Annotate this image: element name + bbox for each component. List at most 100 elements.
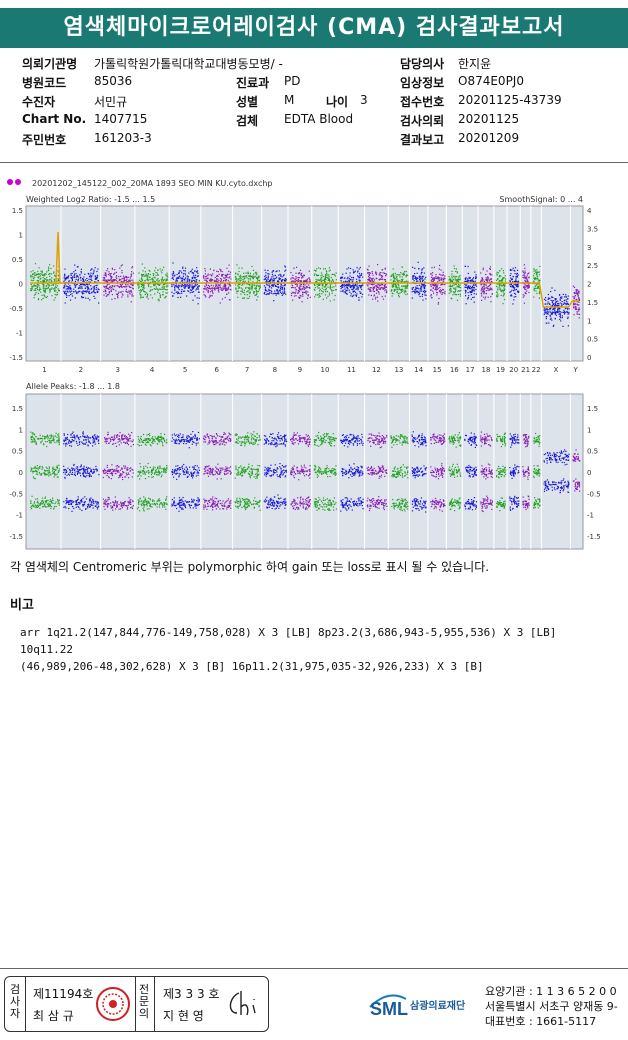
- phone-number: 대표번호 : 1661-5117: [485, 1015, 597, 1028]
- chromosome-label: 1: [42, 366, 46, 374]
- y-tick-label: -0.5: [9, 305, 23, 313]
- chromosome-label: 6: [214, 366, 219, 374]
- examiner-license: 제11194호: [33, 987, 94, 1001]
- female-symbol-icon: [7, 179, 13, 185]
- hospital-value: 가톨릭학원가톨릭대학교대병동모병/ -: [94, 57, 283, 71]
- bottom-panel-label: Allele Peaks: -1.8 ... 1.8: [26, 382, 120, 391]
- result-line-1: arr 1q21.2(147,844,776-149,758,028) X 3 …: [20, 626, 557, 656]
- company-abbr: SML: [370, 999, 408, 1019]
- y-tick-label: 1.5: [12, 405, 23, 413]
- trend-line: [30, 282, 579, 308]
- result-line-2: (46,989,206-48,302,628) X 3 [B] 16p11.2(…: [20, 660, 484, 673]
- chromosome-label: 9: [298, 366, 302, 374]
- address-line: 서울특별시 서초구 양재동 9-: [485, 1000, 618, 1013]
- id-label: 주민번호: [22, 133, 67, 147]
- patient-value: 서민규: [94, 95, 128, 109]
- y2-tick-label: 1: [587, 317, 591, 325]
- y-tick-label: 1: [19, 426, 23, 434]
- code-value: 85036: [94, 74, 133, 88]
- y2-tick-label: 0: [587, 354, 591, 362]
- sex-label: 성별: [236, 95, 259, 109]
- clinical-label: 임상정보: [400, 76, 445, 90]
- y-tick-label: -0.5: [9, 490, 23, 498]
- specialist-license: 제3 3 3 호: [163, 987, 220, 1001]
- chromosome-label: 16: [450, 366, 459, 374]
- chromosome-label: 13: [394, 366, 403, 374]
- dept-label: 진료과: [236, 76, 270, 90]
- y-tick-label: 0: [19, 469, 23, 477]
- examiner-name: 최 삼 규: [33, 1009, 74, 1023]
- y-tick-label: -1.5: [9, 354, 23, 362]
- seal-icon: [96, 987, 130, 1021]
- chromosome-label: 10: [321, 366, 330, 374]
- company-address: 요양기관 : 1 1 3 6 5 2 0 0 서울특별시 서초구 양재동 9- …: [485, 984, 618, 1029]
- y-tick-label: 0.5: [12, 256, 23, 264]
- y2-tick-label: -1.5: [587, 533, 601, 541]
- y-tick-label: 1: [19, 232, 23, 240]
- chromosome-label: 18: [482, 366, 491, 374]
- code-label: 병원코드: [22, 76, 67, 90]
- specimen-value: EDTA Blood: [284, 112, 354, 126]
- chromosome-label: 3: [115, 366, 119, 374]
- chromosome-label: 14: [414, 366, 423, 374]
- chromosome-label: 19: [496, 366, 505, 374]
- chromosome-label: 7: [245, 366, 249, 374]
- report-label: 결과보고: [400, 133, 445, 147]
- receipt-label: 접수번호: [400, 95, 445, 109]
- chart-label: Chart No.: [22, 112, 87, 126]
- y2-tick-label: -1: [587, 512, 594, 520]
- y-tick-label: 0: [19, 281, 23, 289]
- y2-tick-label: 0: [587, 469, 591, 477]
- file-name: 20201202_145122_002_20MA 1893 SEO MIN KU…: [32, 179, 273, 188]
- y2-tick-label: 1.5: [587, 405, 598, 413]
- chromosome-label: 17: [466, 366, 475, 374]
- receipt-value: 20201125-43739: [458, 93, 562, 107]
- chromosome-label: 2: [79, 366, 83, 374]
- chromosome-labels: 1 2 3 4 5 6 7 8 9 10 11 12 13 14 15 16 17 18 19 20 21 22 X Y: [42, 366, 578, 374]
- y2-tick-label: 3.5: [587, 225, 598, 233]
- specimen-label: 검체: [236, 114, 259, 128]
- chart-value: 1407715: [94, 112, 148, 126]
- signature-icon: [229, 991, 256, 1016]
- report-title: 염색체마이크로어레이검사 (CMA) 검사결과보고서: [0, 8, 628, 48]
- gain-spike: [55, 231, 61, 284]
- y2-tick-label: 1: [587, 426, 591, 434]
- y-tick-label: -1.5: [9, 533, 23, 541]
- y-tick-label: 0.5: [12, 448, 23, 456]
- chromosome-label: 22: [532, 366, 541, 374]
- y2-tick-label: 4: [587, 207, 592, 215]
- y-tick-label: -1: [16, 330, 23, 338]
- remark-label: 비고: [10, 598, 34, 613]
- report-value: 20201209: [458, 131, 520, 145]
- chromosome-label: 20: [509, 366, 518, 374]
- patient-label: 수진자: [22, 95, 56, 109]
- dept-value: PD: [284, 74, 301, 88]
- y2-tick-label: 0.5: [587, 448, 598, 456]
- specialist-name: 지 현 영: [163, 1009, 204, 1023]
- y-tick-label: -1: [16, 512, 23, 520]
- y2-tick-label: -0.5: [587, 490, 601, 498]
- top-panel-right-label: SmoothSignal: 0 ... 4: [499, 195, 583, 204]
- y2-tick-label: 2.5: [587, 262, 598, 270]
- chromosome-label: 15: [433, 366, 442, 374]
- request-label: 검사의뢰: [400, 114, 445, 128]
- sex-value: M: [284, 93, 295, 107]
- patient-info: 의뢰기관명 가톨릭학원가톨릭대학교대병동모병/ - 담당의사 한지윤 병원코드 …: [22, 55, 622, 150]
- clinical-value: O874E0PJ0: [458, 74, 524, 88]
- age-value: 3: [360, 93, 368, 107]
- chromosome-label: 11: [347, 366, 356, 374]
- tick-labels: 1.510.50-0.5-1-1.543.532.521.510.501.510…: [9, 207, 600, 541]
- chromosome-label: 12: [372, 366, 381, 374]
- chromosome-label: 5: [183, 366, 187, 374]
- male-symbol-icon: [15, 179, 21, 185]
- id-value: 161203-3: [94, 131, 152, 145]
- chromosome-label: 21: [521, 366, 530, 374]
- age-label: 나이: [326, 95, 349, 109]
- y2-tick-label: 3: [587, 244, 591, 252]
- top-panel-label: Weighted Log2 Ratio: -1.5 ... 1.5: [26, 195, 155, 204]
- note-text: 각 염색체의 Centromeric 부위는 polymorphic 하여 ga…: [10, 560, 490, 574]
- chromosome-label: X: [554, 366, 559, 374]
